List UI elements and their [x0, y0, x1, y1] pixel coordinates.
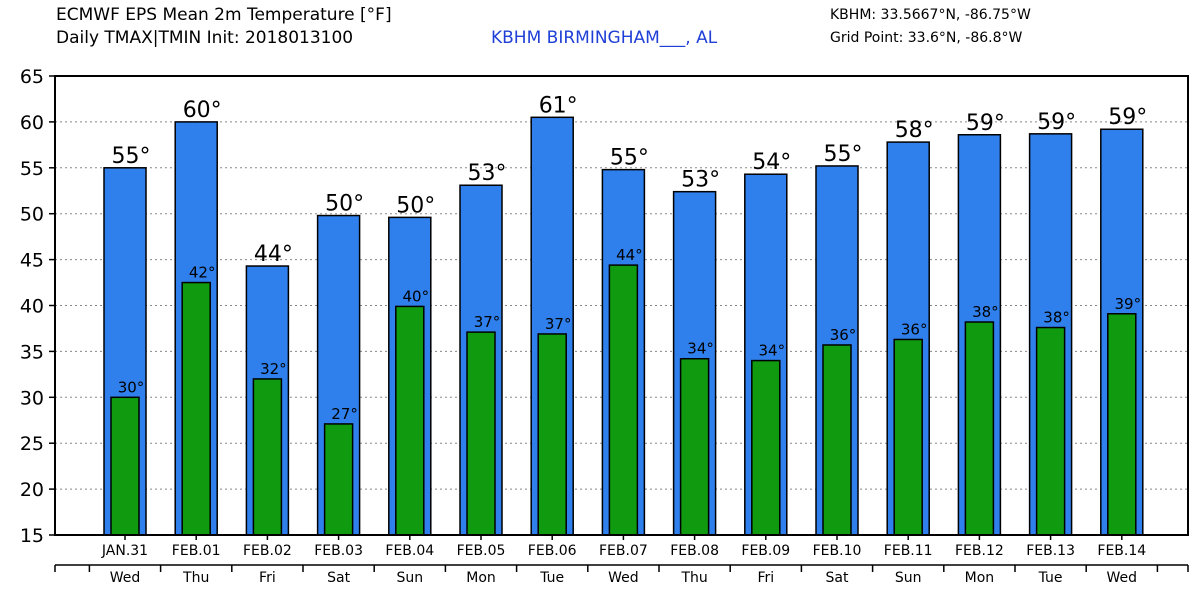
- tmin-bar: [1107, 313, 1137, 536]
- tmin-bar: [679, 357, 710, 536]
- weekday-label: Sun: [895, 570, 922, 586]
- weekday-label: Sat: [826, 570, 849, 586]
- tmin-value-label: 27°: [331, 405, 358, 423]
- x-tick-label: FEB.02: [243, 543, 292, 559]
- tmin-bar: [964, 321, 995, 536]
- tmin-value-label: 38°: [1043, 309, 1070, 327]
- tmin-bar: [751, 359, 781, 536]
- tmin-value-label: 39°: [1115, 295, 1142, 313]
- y-tick-label: 40: [20, 296, 44, 318]
- tmin-bar: [893, 338, 923, 536]
- tmin-bar: [395, 305, 425, 536]
- tmax-value-label: 60°: [183, 98, 222, 123]
- chart-subtitle: Daily TMAX|TMIN Init: 2018013100: [56, 28, 354, 48]
- tmax-value-label: 55°: [824, 142, 863, 167]
- y-tick-label: 35: [20, 341, 44, 363]
- y-tick-label: 20: [20, 479, 44, 501]
- tmin-bar: [323, 423, 354, 536]
- tmax-value-label: 59°: [1108, 105, 1147, 130]
- tmin-bar: [466, 331, 496, 536]
- weekday-label: Sat: [327, 570, 350, 586]
- tmin-bar: [110, 396, 140, 536]
- tmin-value-label: 34°: [687, 340, 714, 358]
- weekday-label: Fri: [259, 570, 276, 586]
- x-tick-label: FEB.04: [385, 543, 434, 559]
- y-tick-label: 55: [20, 158, 44, 180]
- station-coordinates: KBHM: 33.5667°N, -86.75°W: [830, 7, 1031, 23]
- x-tick-label: FEB.11: [884, 543, 933, 559]
- y-tick-label: 30: [20, 387, 44, 409]
- weekday-label: Tue: [539, 570, 564, 586]
- tmax-value-label: 50°: [396, 193, 435, 218]
- y-tick-label: 60: [20, 112, 44, 134]
- station-name: KBHM BIRMINGHAM___, AL: [491, 28, 718, 48]
- grid-point-coordinates: Grid Point: 33.6°N, -86.8°W: [830, 30, 1023, 46]
- x-tick-label: FEB.07: [599, 543, 648, 559]
- tmax-value-label: 55°: [610, 146, 649, 171]
- tmin-value-label: 32°: [260, 360, 287, 378]
- tmin-bar: [822, 344, 852, 536]
- tmin-bar: [608, 264, 639, 536]
- x-tick-label: FEB.03: [314, 543, 363, 559]
- tmax-value-label: 44°: [254, 242, 293, 267]
- weekday-label: Thu: [680, 570, 707, 586]
- x-tick-label: FEB.06: [528, 543, 577, 559]
- tmin-value-label: 38°: [972, 303, 999, 321]
- tmin-value-label: 44°: [616, 246, 643, 264]
- tmin-value-label: 34°: [759, 342, 786, 360]
- weekday-label: Sun: [396, 570, 423, 586]
- tmax-value-label: 58°: [895, 118, 934, 143]
- tmax-value-label: 59°: [966, 111, 1005, 136]
- weekday-label: Mon: [965, 570, 995, 586]
- axes: 15 20 25 30 35 40 45 50 55 60 65 JAN.31 Wed FEB.01 Thu…: [20, 66, 1189, 586]
- tmin-value-label: 40°: [403, 287, 430, 305]
- tmax-value-label: 55°: [112, 144, 151, 169]
- tmax-value-label: 59°: [1037, 110, 1076, 135]
- bars: [103, 116, 1144, 536]
- tmin-value-label: 36°: [901, 320, 928, 338]
- x-tick-label: FEB.13: [1026, 543, 1075, 559]
- y-tick-label: 50: [20, 204, 44, 226]
- y-tick-label: 45: [20, 250, 44, 272]
- tmin-value-label: 36°: [830, 326, 857, 344]
- tmin-bar: [537, 333, 567, 536]
- x-tick-label: JAN.31: [101, 543, 148, 559]
- weekday-label: Thu: [182, 570, 209, 586]
- x-tick-label: FEB.01: [172, 543, 221, 559]
- x-tick-label: FEB.14: [1097, 543, 1146, 559]
- tmin-bar: [1035, 326, 1066, 536]
- tmax-value-label: 53°: [468, 161, 507, 186]
- tmin-bar: [252, 378, 283, 536]
- weekday-label: Wed: [608, 570, 639, 586]
- tmin-bar: [181, 281, 211, 536]
- tmin-value-label: 42°: [189, 264, 216, 282]
- weekday-label: Wed: [110, 570, 141, 586]
- weekday-label: Fri: [757, 570, 774, 586]
- x-tick-label: FEB.08: [670, 543, 719, 559]
- tmax-value-label: 54°: [752, 150, 791, 175]
- y-tick-label: 15: [20, 525, 44, 547]
- y-tick-label: 25: [20, 433, 44, 455]
- weekday-label: Mon: [466, 570, 496, 586]
- tmin-value-label: 30°: [118, 378, 145, 396]
- weekday-label: Wed: [1107, 570, 1138, 586]
- x-tick-label: FEB.09: [741, 543, 790, 559]
- tmin-value-label: 37°: [474, 313, 501, 331]
- x-tick-label: FEB.12: [955, 543, 1004, 559]
- bar-labels: 55° 30° 60° 42° 44° 32° 50° 27° 50° 40° 53° 37° 61° 3…: [112, 93, 1148, 423]
- tmax-value-label: 61°: [539, 93, 578, 118]
- weekday-label: Tue: [1038, 570, 1063, 586]
- y-tick-label: 65: [20, 66, 44, 88]
- tmax-value-label: 50°: [325, 192, 364, 217]
- x-tick-label: FEB.10: [813, 543, 862, 559]
- chart-title: ECMWF EPS Mean 2m Temperature [°F]: [56, 5, 392, 25]
- tmax-value-label: 53°: [681, 168, 720, 193]
- tmin-value-label: 37°: [545, 315, 572, 333]
- x-tick-label: FEB.05: [457, 543, 506, 559]
